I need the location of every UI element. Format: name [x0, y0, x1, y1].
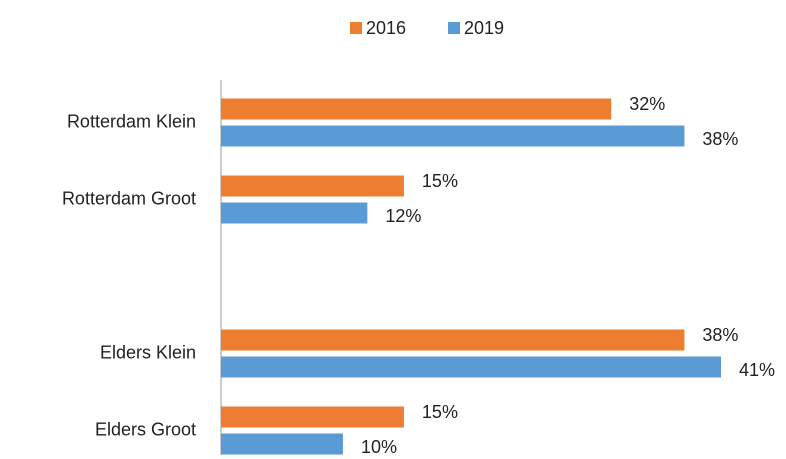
legend-label: 2019: [464, 18, 504, 38]
value-label: 15%: [422, 171, 458, 191]
value-label: 38%: [702, 129, 738, 149]
value-label: 32%: [629, 94, 665, 114]
bar: [221, 125, 685, 147]
legend-label: 2016: [366, 18, 406, 38]
value-label: 12%: [385, 206, 421, 226]
value-label: 10%: [361, 437, 397, 457]
value-label: 41%: [739, 360, 775, 380]
y-tick-label: Rotterdam Klein: [67, 111, 196, 131]
bar: [221, 433, 343, 455]
value-label: 38%: [702, 325, 738, 345]
legend-swatch: [350, 22, 362, 34]
bar: [221, 175, 404, 197]
legend-swatch: [448, 22, 460, 34]
y-tick-label: Elders Klein: [100, 342, 196, 362]
bar: [221, 356, 721, 378]
y-tick-label: Rotterdam Groot: [62, 188, 196, 208]
bar: [221, 98, 612, 120]
bar: [221, 406, 404, 428]
y-tick-label: Elders Groot: [95, 419, 196, 439]
value-label: 15%: [422, 402, 458, 422]
bar: [221, 202, 368, 224]
bar: [221, 329, 685, 351]
